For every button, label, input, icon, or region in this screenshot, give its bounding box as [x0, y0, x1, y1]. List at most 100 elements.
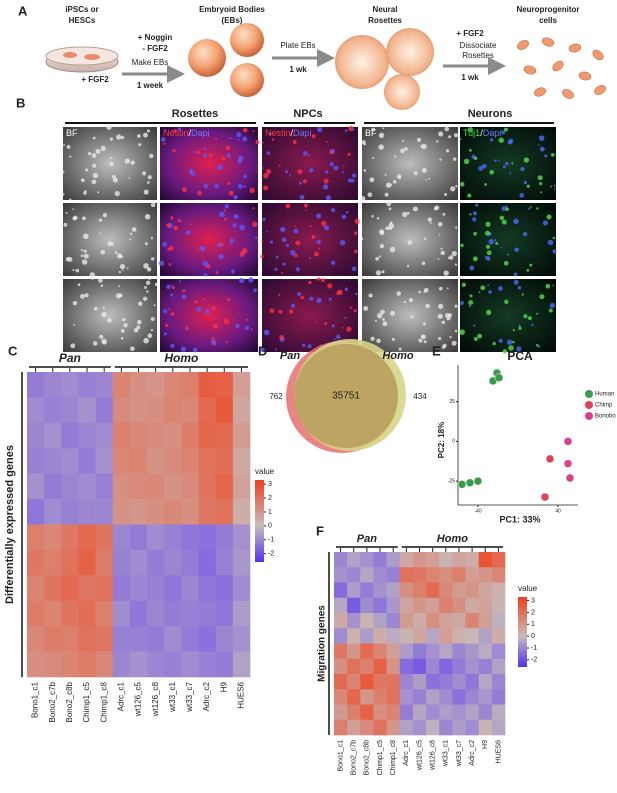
- cell: [260, 347, 265, 352]
- cell: [550, 185, 552, 188]
- cell: [436, 140, 439, 143]
- micrograph-texture: [70, 278, 159, 352]
- cell: [354, 292, 358, 296]
- panel-e: E PCA PC2: 18% PC1: 33% -40 40 -25 0 25 Human…: [432, 343, 616, 524]
- heatmap-cell: [334, 689, 348, 705]
- heatmap-cell: [360, 582, 374, 599]
- legend-label: Chimp: [595, 403, 613, 409]
- cell: [448, 135, 452, 139]
- cell: [170, 293, 174, 297]
- cell: [180, 346, 187, 352]
- cell: [100, 145, 106, 152]
- heatmap-cell: [412, 597, 427, 614]
- cell: [376, 217, 380, 220]
- heatmap-cell: [61, 651, 79, 678]
- cell: [91, 153, 97, 158]
- cell: [261, 240, 263, 242]
- cell: [93, 306, 98, 311]
- heatmap-cell: [232, 397, 251, 424]
- cell: [223, 318, 230, 324]
- heatmap-cell: [465, 552, 479, 568]
- cell: [316, 239, 321, 245]
- cell: [530, 206, 533, 208]
- cell: [472, 256, 478, 262]
- cell: [219, 254, 222, 257]
- micrograph: [160, 279, 258, 352]
- cell: [245, 325, 250, 331]
- heatmap-cell: [386, 658, 401, 675]
- column-label: Chimp1_c5: [82, 681, 91, 722]
- cell: [392, 180, 397, 184]
- cell: [478, 291, 481, 294]
- colorbar-tick-label: 0: [268, 523, 272, 530]
- cell: [339, 240, 346, 246]
- heatmap-cell: [164, 422, 182, 449]
- heatmap-cell: [360, 628, 374, 644]
- cell: [517, 286, 522, 290]
- heatmap-cell: [164, 397, 182, 424]
- cell: [288, 174, 291, 177]
- panel-a: A iPSCs or HESCs + FGF2 + Noggin - FGF2 …: [18, 3, 606, 110]
- colorbar-tick-label: 0: [531, 633, 535, 640]
- cell: [269, 308, 275, 314]
- y-axis-label: PC2: 18%: [437, 422, 446, 458]
- cell: [336, 334, 341, 340]
- x-axis-label: PC1: 33%: [499, 514, 540, 524]
- cell: [460, 301, 464, 305]
- colorbar-tick-label: -2: [531, 657, 537, 664]
- cell: [119, 264, 126, 270]
- column-label: Bono2_c8b: [65, 681, 74, 722]
- heatmap-cell: [360, 719, 374, 736]
- group-label: Homo: [437, 533, 468, 545]
- cell: [406, 211, 410, 215]
- stain-part: Tuj1: [463, 128, 480, 138]
- cell: [498, 338, 503, 343]
- cell: [266, 230, 269, 233]
- heatmap-cell: [27, 524, 45, 551]
- cell: [72, 269, 75, 272]
- heatmap-cell: [61, 473, 79, 500]
- heatmap-cell: [439, 597, 453, 614]
- heatmap-cell: [452, 719, 466, 736]
- cell: [461, 282, 466, 287]
- label: Make EBs: [132, 58, 168, 67]
- cell: [221, 156, 226, 161]
- point: [565, 473, 575, 483]
- cell: [299, 194, 305, 200]
- column-label: H9: [219, 681, 228, 692]
- cell: [70, 343, 76, 349]
- heatmap-cell: [147, 372, 165, 398]
- cell: [522, 231, 528, 237]
- embryoid-body: [188, 39, 226, 77]
- x-tick-label: -40: [474, 508, 481, 514]
- heatmap-cell: [61, 499, 79, 525]
- group-header: Neurons: [468, 108, 513, 120]
- heatmap-cell: [360, 689, 374, 705]
- heatmap-cell: [360, 704, 374, 721]
- cell: [203, 147, 207, 151]
- heatmap-cell: [147, 473, 165, 500]
- cell: [116, 134, 122, 140]
- cell: [72, 208, 74, 211]
- cell: [130, 160, 135, 165]
- cell: [294, 253, 298, 258]
- heatmap-cell: [147, 422, 165, 449]
- micrograph: [262, 127, 358, 200]
- heatmap-cell: [412, 643, 427, 660]
- heatmap-cell: [78, 651, 96, 678]
- panel-letter: A: [18, 3, 28, 18]
- cell: [412, 206, 418, 212]
- column-label: wt33_c7: [185, 681, 194, 712]
- cell: [363, 306, 369, 311]
- heatmap-cell: [129, 651, 148, 678]
- cell: [344, 129, 348, 133]
- cell: [363, 169, 367, 172]
- cell: [413, 171, 418, 176]
- cell: [102, 306, 105, 310]
- cell: [237, 158, 243, 164]
- cell: [170, 312, 175, 316]
- micrograph-texture: [363, 286, 458, 351]
- cell: [223, 209, 226, 212]
- heatmap-cell: [27, 651, 45, 678]
- cell: [396, 291, 401, 296]
